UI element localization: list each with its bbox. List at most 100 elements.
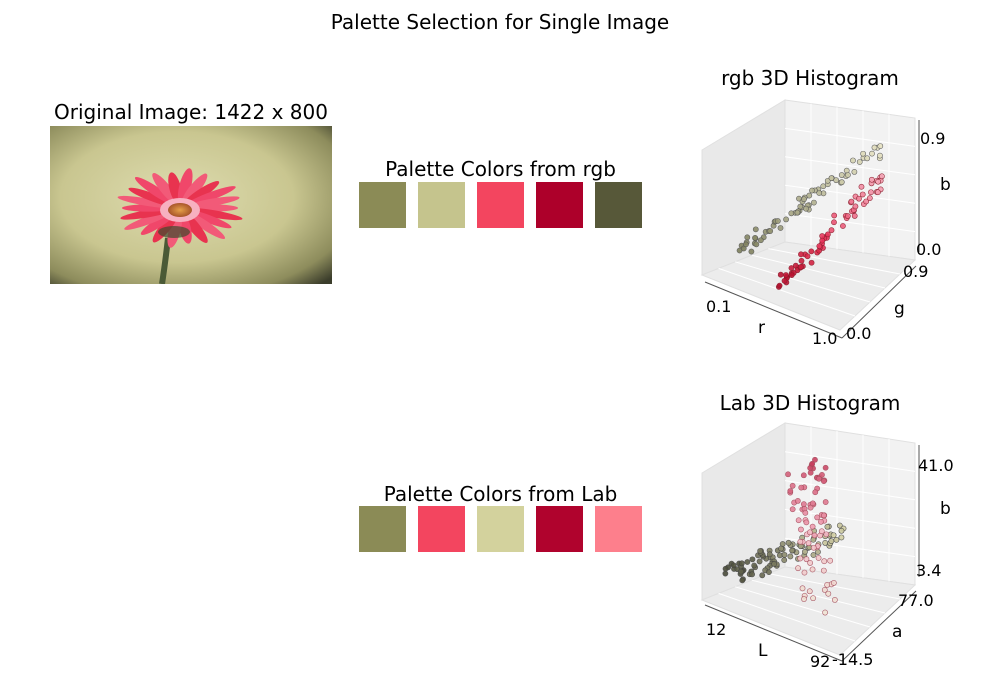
data-point xyxy=(798,484,805,491)
data-point xyxy=(816,190,823,196)
palette-swatch xyxy=(418,506,465,552)
data-point xyxy=(730,562,737,569)
data-point xyxy=(848,198,855,205)
data-point xyxy=(822,464,829,471)
data-point xyxy=(877,143,884,150)
data-point xyxy=(814,514,821,521)
palette-swatch xyxy=(359,182,406,228)
data-point xyxy=(816,475,822,482)
data-point xyxy=(816,243,823,250)
y-axis-label: a xyxy=(892,622,902,642)
data-point xyxy=(828,227,835,234)
data-point xyxy=(850,157,856,164)
data-point xyxy=(756,558,763,565)
data-point xyxy=(845,172,851,178)
data-point xyxy=(801,596,807,602)
data-point xyxy=(743,241,749,248)
rgb-3d-histogram: 0.1 1.0 r 0.0 0.9 g 0.0 0.9 b xyxy=(700,99,951,348)
data-point xyxy=(833,536,840,543)
data-point xyxy=(805,540,812,547)
data-point xyxy=(828,175,835,182)
figure-title: Palette Selection for Single Image xyxy=(330,10,670,34)
data-point xyxy=(809,523,816,530)
data-point xyxy=(749,571,755,578)
data-point xyxy=(864,155,871,162)
data-point xyxy=(752,235,758,241)
data-point xyxy=(798,251,804,258)
flower-photo xyxy=(50,126,332,284)
data-point xyxy=(812,456,818,463)
z-tick-label: 0.0 xyxy=(916,240,941,259)
data-point xyxy=(851,213,858,219)
data-point xyxy=(781,557,788,563)
data-point xyxy=(788,210,795,217)
z-axis-label: b xyxy=(940,175,951,195)
data-point xyxy=(798,257,805,264)
data-point xyxy=(789,482,796,489)
y-tick-label: 0.9 xyxy=(903,262,928,281)
data-point xyxy=(738,568,744,575)
data-point xyxy=(788,272,795,279)
data-point xyxy=(824,581,831,588)
y-tick-label: 77.0 xyxy=(898,591,934,610)
data-point xyxy=(803,519,810,526)
data-point xyxy=(810,595,817,602)
data-point xyxy=(831,596,838,603)
data-point xyxy=(808,259,815,266)
x-tick-label: 1.0 xyxy=(812,329,837,348)
data-point xyxy=(825,590,832,597)
data-point xyxy=(825,231,831,238)
data-point xyxy=(778,545,785,552)
z-tick-label: 41.0 xyxy=(918,456,954,475)
data-point xyxy=(759,572,766,579)
data-point xyxy=(752,226,759,233)
data-point xyxy=(811,532,818,539)
original-image xyxy=(50,126,332,284)
original-image-title: Original Image: 1422 x 800 xyxy=(54,100,328,124)
data-point xyxy=(831,212,838,219)
data-point xyxy=(824,523,831,530)
data-point xyxy=(781,551,788,558)
z-tick-label: 0.9 xyxy=(920,129,945,148)
data-point xyxy=(822,609,829,616)
data-point xyxy=(774,218,781,224)
data-point xyxy=(844,213,851,219)
x-tick-label: 0.1 xyxy=(706,297,731,316)
data-point xyxy=(831,219,837,226)
data-point xyxy=(823,531,830,538)
data-point xyxy=(821,512,827,519)
y-tick-label: 0.0 xyxy=(846,324,871,343)
data-point xyxy=(789,547,796,554)
data-point xyxy=(838,534,845,541)
data-point xyxy=(781,277,788,284)
data-point xyxy=(788,265,795,271)
data-point xyxy=(856,195,862,202)
data-point xyxy=(800,501,807,508)
data-point xyxy=(868,176,875,183)
rgb-histogram-title: rgb 3D Histogram xyxy=(721,66,899,90)
data-point xyxy=(783,216,789,223)
x-tick-label: 92 xyxy=(810,652,830,671)
palette-swatch xyxy=(595,506,642,552)
data-point xyxy=(744,559,751,565)
y-tick-label: -14.5 xyxy=(832,650,873,669)
y-axis-label: g xyxy=(894,299,905,319)
data-point xyxy=(757,548,764,554)
data-point xyxy=(830,580,837,586)
data-point xyxy=(868,189,874,196)
data-point xyxy=(777,225,784,231)
data-point xyxy=(840,223,846,229)
data-point xyxy=(820,567,827,574)
data-point xyxy=(821,586,828,593)
data-point xyxy=(748,248,755,255)
data-point xyxy=(809,460,816,467)
data-point xyxy=(810,544,817,551)
data-point xyxy=(822,499,829,505)
data-point xyxy=(852,203,859,210)
data-point xyxy=(838,527,845,534)
lab-histogram-title: Lab 3D Histogram xyxy=(719,391,901,415)
data-point xyxy=(810,552,817,558)
data-point xyxy=(838,172,845,178)
data-point xyxy=(794,209,801,216)
data-point xyxy=(799,585,806,592)
